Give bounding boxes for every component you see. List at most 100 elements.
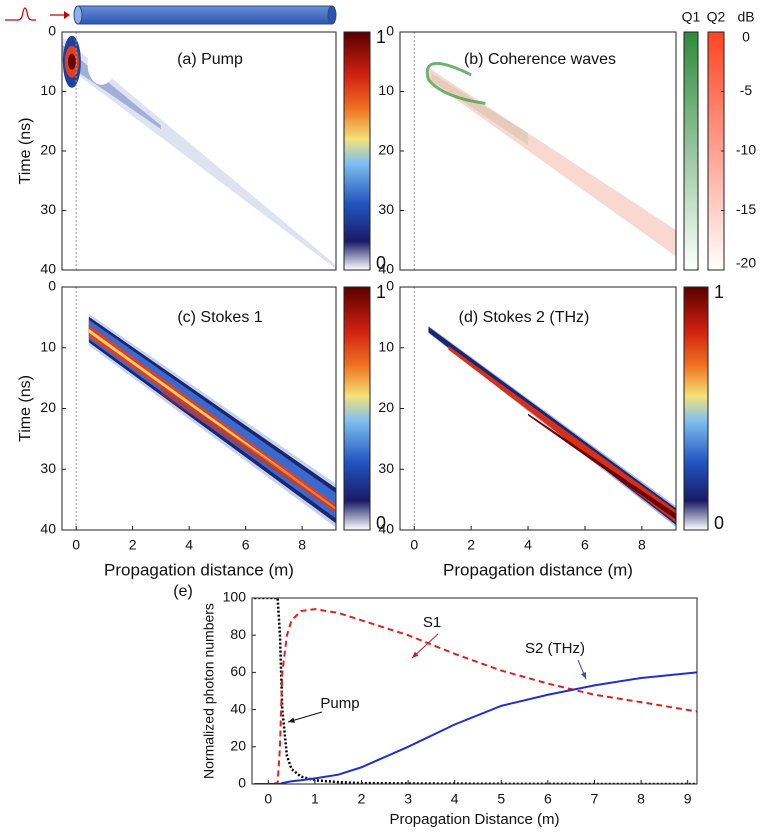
- y-tick-label: 20: [230, 738, 246, 754]
- x-tick-label: 8: [638, 537, 646, 553]
- plot-area: [62, 32, 336, 270]
- x-tick-label: 2: [129, 537, 137, 553]
- colorbar: [683, 286, 709, 531]
- y-tick-label: 40: [230, 700, 246, 716]
- x-axis-label: Propagation distance (m): [104, 560, 294, 579]
- arrow-head: [412, 651, 419, 658]
- y-tick-label: 40: [378, 521, 394, 537]
- annotation: S1: [423, 614, 441, 631]
- x-tick-label: 3: [404, 791, 412, 807]
- y-axis-label: Time (ns): [17, 375, 34, 442]
- series-line: [254, 598, 697, 784]
- colorbar-tick-label: 1: [376, 282, 386, 302]
- x-tick-label: 4: [524, 537, 532, 553]
- y-tick-label: 20: [378, 142, 394, 158]
- plot-area: [413, 287, 676, 530]
- x-tick-label: 4: [451, 791, 459, 807]
- x-tick-label: 0: [72, 537, 80, 553]
- series-line: [254, 671, 697, 784]
- y-tick-label: 10: [378, 82, 394, 98]
- colorbar-tick-label: 0: [742, 29, 750, 45]
- streak: [428, 67, 676, 257]
- frame: [61, 286, 337, 531]
- frame: [399, 31, 677, 271]
- x-tick-label: 0: [410, 537, 418, 553]
- x-tick-label: 6: [581, 537, 589, 553]
- frame: [399, 286, 677, 531]
- y-tick-label: 20: [40, 399, 56, 415]
- y-tick-label: 0: [48, 278, 56, 294]
- x-tick-label: 7: [591, 791, 599, 807]
- streak: [67, 53, 76, 70]
- plot-area: [254, 598, 697, 784]
- y-tick-label: 10: [378, 338, 394, 354]
- plot-area: [413, 32, 676, 270]
- panel-title: (e): [173, 583, 193, 600]
- y-axis-label: Normalized photon numbers: [201, 603, 217, 779]
- y-tick-label: 100: [223, 589, 247, 605]
- colorbar-label: Q2: [707, 9, 726, 25]
- x-axis-label: Propagation Distance (m): [389, 811, 559, 828]
- colorbar: [683, 31, 699, 271]
- streak: [448, 345, 676, 523]
- y-tick-label: 0: [386, 23, 394, 39]
- x-tick-label: 2: [358, 791, 366, 807]
- streak: [160, 386, 336, 512]
- arrow-head: [288, 717, 295, 723]
- streak: [62, 44, 161, 129]
- colorbar-tick-label: -5: [740, 82, 753, 98]
- streak: [431, 73, 529, 146]
- colorbar: [343, 286, 371, 531]
- y-tick-label: 10: [40, 82, 56, 98]
- x-tick-label: 0: [264, 791, 272, 807]
- y-tick-label: 0: [386, 278, 394, 294]
- colorbar-tick-label: -20: [736, 255, 756, 271]
- x-axis-label: Propagation distance (m): [443, 560, 633, 579]
- y-tick-label: 30: [378, 201, 394, 217]
- colorbar-tick-label: 0: [714, 513, 724, 533]
- pulse-icon: [5, 5, 337, 25]
- arrow-head: [580, 672, 587, 679]
- annotation: Pump: [320, 695, 359, 712]
- colorbar-tick-label: -10: [736, 142, 756, 158]
- y-tick-label: 60: [230, 663, 246, 679]
- y-tick-label: 30: [378, 460, 394, 476]
- panel-title: (d) Stokes 2 (THz): [459, 309, 590, 326]
- colorbar: [343, 31, 371, 271]
- streak: [62, 36, 336, 269]
- colorbar-label: Q1: [682, 9, 701, 25]
- streak: [425, 61, 486, 105]
- colorbar-tick-label: -15: [736, 201, 756, 217]
- x-tick-label: 8: [298, 537, 306, 553]
- x-tick-label: 1: [311, 791, 319, 807]
- panel-title: (b) Coherence waves: [464, 51, 616, 68]
- x-tick-label: 4: [185, 537, 193, 553]
- x-tick-label: 8: [637, 791, 645, 807]
- colorbar-tick-label: 1: [376, 27, 386, 47]
- y-tick-label: 30: [40, 201, 56, 217]
- y-tick-label: 30: [40, 460, 56, 476]
- streak: [528, 413, 676, 520]
- y-tick-label: 40: [40, 261, 56, 277]
- frame: [61, 31, 337, 271]
- colorbar-tick-label: 0: [376, 253, 386, 273]
- frame: [251, 597, 698, 785]
- annotation: S2 (THz): [525, 640, 585, 657]
- x-tick-label: 5: [497, 791, 505, 807]
- x-tick-label: 2: [467, 537, 475, 553]
- x-tick-label: 6: [242, 537, 250, 553]
- y-tick-label: 40: [378, 261, 394, 277]
- colorbar-tick-label: 1: [714, 282, 724, 302]
- panel-title: (c) Stokes 1: [177, 309, 262, 326]
- colorbar-unit: dB: [737, 9, 754, 25]
- y-tick-label: 80: [230, 626, 246, 642]
- panel-title: (a) Pump: [177, 51, 243, 68]
- colorbar-tick-label: 0: [376, 513, 386, 533]
- y-tick-label: 0: [238, 775, 246, 791]
- series-line: [254, 608, 697, 784]
- y-tick-label: 40: [40, 521, 56, 537]
- plot-area: [75, 287, 336, 530]
- streak: [87, 44, 116, 85]
- y-axis-label: Time (ns): [17, 118, 34, 185]
